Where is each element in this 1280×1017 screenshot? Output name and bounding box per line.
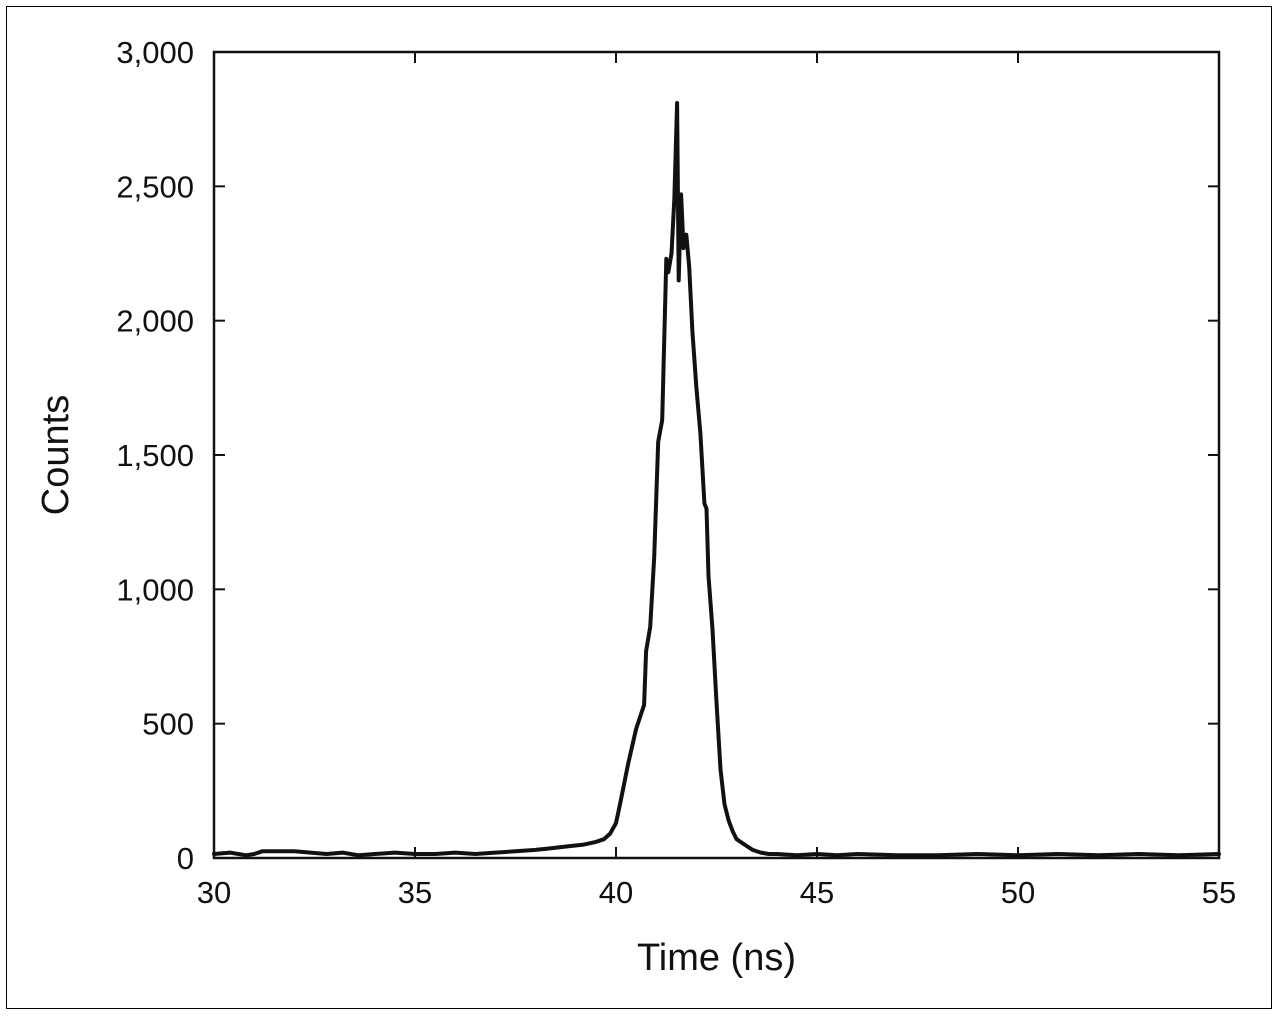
plot-area (212, 50, 1221, 860)
x-tick-label: 55 (1202, 875, 1236, 910)
y-tick-label: 500 (142, 707, 194, 742)
x-tick-label: 50 (1001, 875, 1035, 910)
x-tick-label: 45 (800, 875, 834, 910)
ticks (213, 51, 1220, 859)
y-axis-label: Counts (35, 395, 77, 515)
y-tick-label: 3,000 (116, 35, 194, 70)
y-tick-label: 1,000 (116, 572, 194, 607)
series-line (212, 101, 1221, 858)
x-axis-label: Time (ns) (637, 937, 796, 979)
y-tick-label: 2,000 (116, 304, 194, 339)
x-tick-label: 30 (197, 875, 231, 910)
x-tick-label: 35 (398, 875, 432, 910)
tick-labels: 30 35 40 45 50 55 0 500 1,000 1,500 2,000 2,500 3,00… (116, 35, 1236, 910)
axes-box (212, 50, 1221, 860)
y-tick-label: 0 (177, 841, 194, 876)
figure-frame (6, 6, 1272, 1009)
x-tick-label: 40 (599, 875, 633, 910)
y-tick-label: 2,500 (116, 169, 194, 204)
y-tick-label: 1,500 (116, 438, 194, 473)
